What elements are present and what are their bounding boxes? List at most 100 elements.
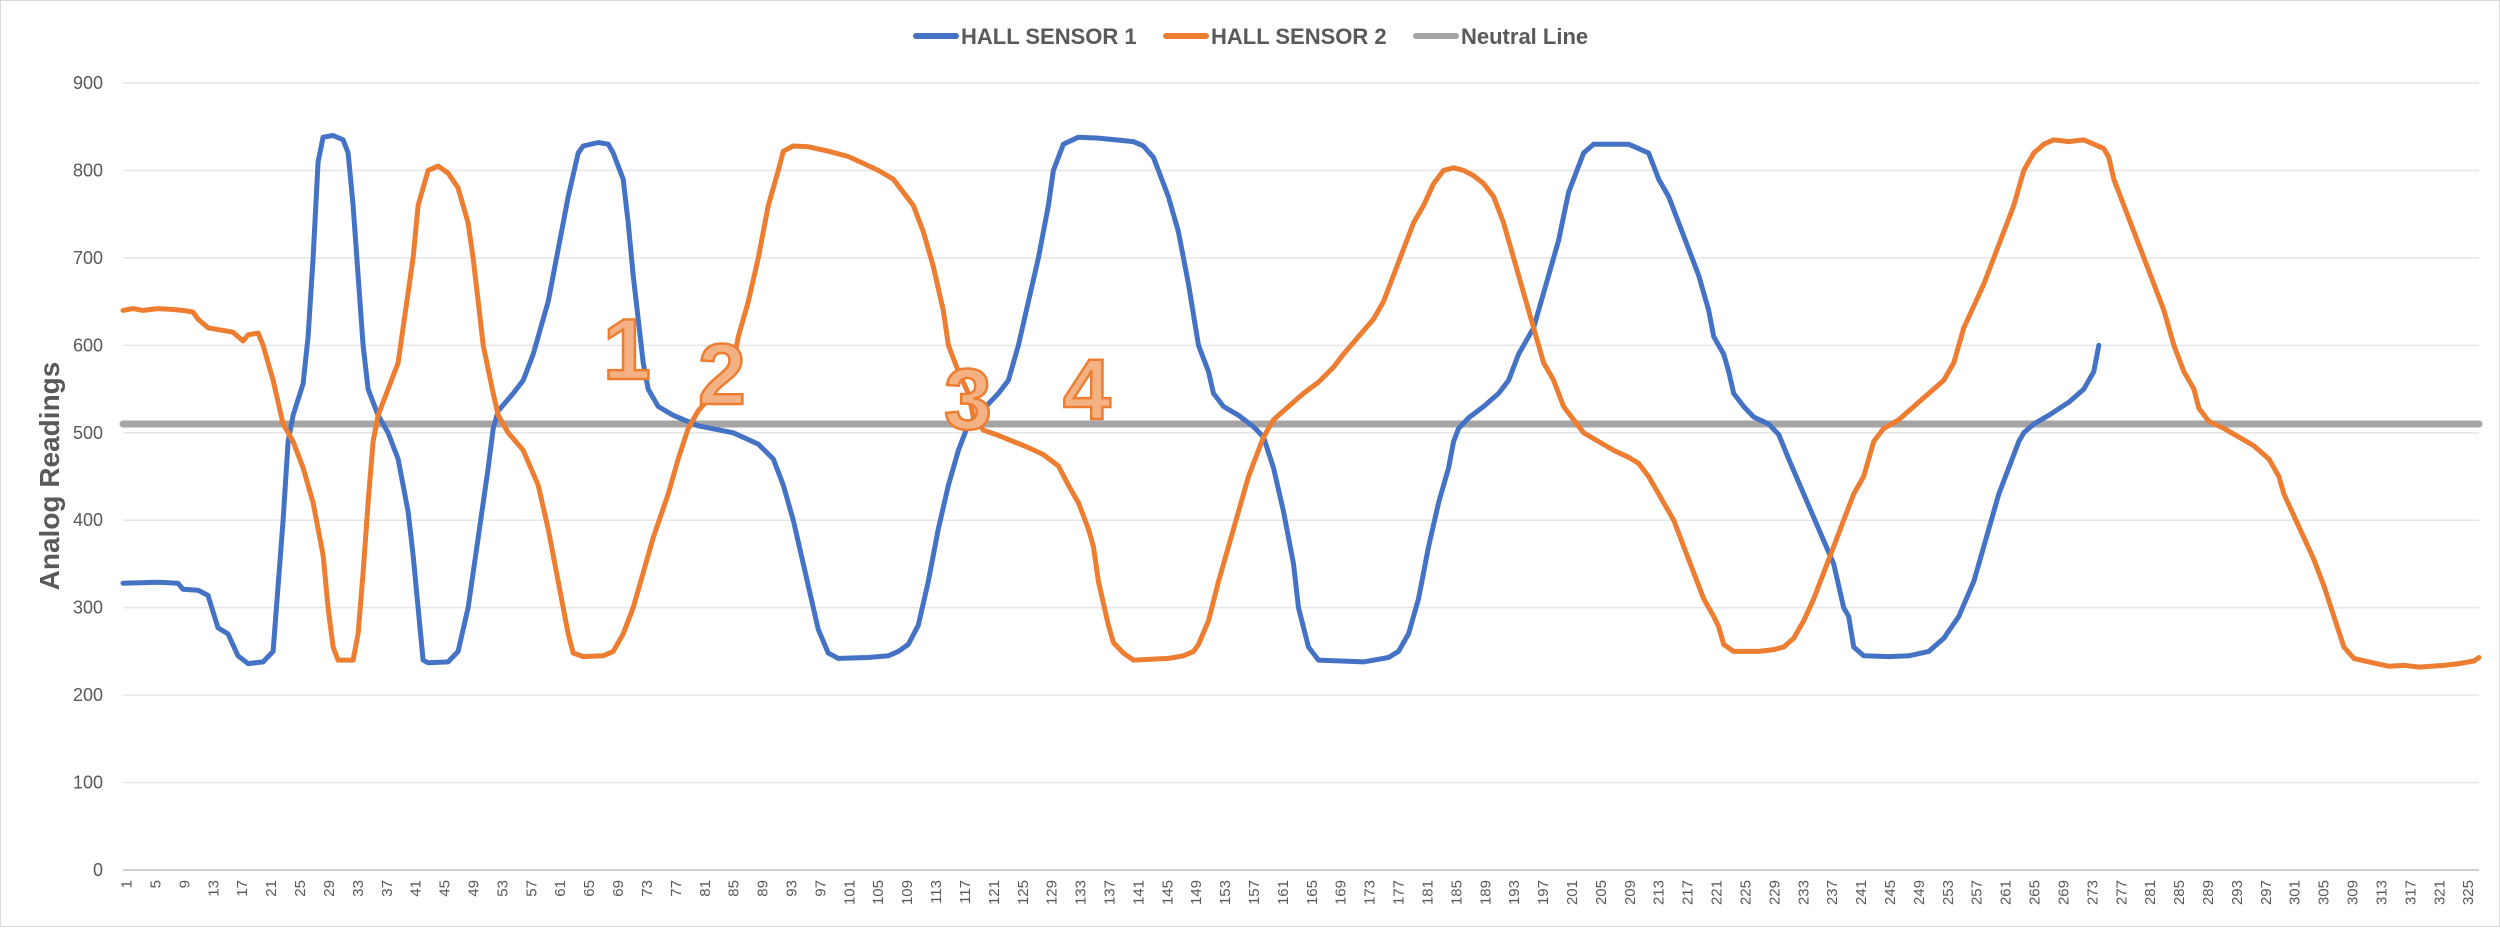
x-tick-label: 317 xyxy=(2402,880,2419,905)
x-tick-label: 145 xyxy=(1159,880,1176,905)
x-tick-label: 13 xyxy=(205,880,222,897)
x-tick-label: 165 xyxy=(1304,880,1321,905)
x-tick-label: 241 xyxy=(1853,880,1870,905)
x-tick-label: 85 xyxy=(726,880,743,897)
x-tick-label: 97 xyxy=(812,880,829,897)
x-tick-label: 249 xyxy=(1911,880,1928,905)
x-tick-label: 29 xyxy=(321,880,338,897)
y-tick-label: 100 xyxy=(73,773,103,793)
x-tick-label: 101 xyxy=(841,880,858,905)
x-tick-label: 177 xyxy=(1391,880,1408,905)
x-tick-label: 289 xyxy=(2200,880,2217,905)
x-tick-label: 173 xyxy=(1362,880,1379,905)
x-tick-label: 41 xyxy=(408,880,425,897)
x-tick-label: 197 xyxy=(1535,880,1552,905)
x-tick-label: 253 xyxy=(1940,880,1957,905)
y-axis-label: Analog Readings xyxy=(34,362,65,591)
x-tick-label: 277 xyxy=(2113,880,2130,905)
legend-item-neutral-line: Neutral Line xyxy=(1413,24,1588,49)
legend-label-hall-sensor-1: HALL SENSOR 1 xyxy=(961,24,1137,49)
y-tick-label: 500 xyxy=(73,423,103,443)
x-tick-label: 281 xyxy=(2142,880,2159,905)
x-tick-label: 57 xyxy=(523,880,540,897)
x-tick-label: 217 xyxy=(1680,880,1697,905)
x-axis-ticks: 1 5 9 13 17 21 25 29 33 37 41 45 49 53 57 61 65 69 73 77 81 8… xyxy=(119,880,2478,905)
x-tick-label: 305 xyxy=(2316,880,2333,905)
series-line-hall-sensor-1 xyxy=(120,133,2102,667)
x-tick-label: 61 xyxy=(552,880,569,897)
x-tick-label: 89 xyxy=(755,880,772,897)
x-tick-label: 181 xyxy=(1419,880,1436,905)
y-axis-ticks: 0 100 200 300 400 500 600 700 800 900 xyxy=(73,73,103,880)
y-tick-label: 800 xyxy=(73,160,103,180)
x-tick-label: 257 xyxy=(1969,880,1986,905)
x-tick-label: 229 xyxy=(1766,880,1783,905)
x-tick-label: 233 xyxy=(1795,880,1812,905)
x-tick-label: 153 xyxy=(1217,880,1234,905)
series-line-hall-sensor-2 xyxy=(120,137,2482,670)
x-tick-label: 81 xyxy=(697,880,714,897)
x-tick-label: 273 xyxy=(2084,880,2101,905)
x-tick-label: 161 xyxy=(1275,880,1292,905)
series-lines xyxy=(119,133,2483,670)
x-tick-label: 17 xyxy=(234,880,251,897)
y-tick-label: 400 xyxy=(73,510,103,530)
x-tick-label: 21 xyxy=(263,880,280,897)
x-tick-label: 225 xyxy=(1737,880,1754,905)
x-tick-label: 149 xyxy=(1188,880,1205,905)
y-tick-label: 300 xyxy=(73,598,103,618)
gridlines xyxy=(123,82,2479,871)
annotation-1: 1 xyxy=(603,302,651,398)
annotation-2: 2 xyxy=(698,327,746,423)
x-tick-label: 141 xyxy=(1130,880,1147,905)
x-tick-label: 261 xyxy=(1998,880,2015,905)
x-tick-label: 157 xyxy=(1246,880,1263,905)
x-tick-label: 205 xyxy=(1593,880,1610,905)
x-tick-label: 113 xyxy=(928,880,945,904)
phase-annotations: 1 2 3 4 xyxy=(602,301,1113,450)
y-tick-label: 200 xyxy=(73,685,103,705)
x-tick-label: 293 xyxy=(2229,880,2246,905)
x-tick-label: 265 xyxy=(2027,880,2044,905)
x-tick-label: 297 xyxy=(2258,880,2275,905)
x-tick-label: 129 xyxy=(1044,880,1061,905)
x-tick-label: 285 xyxy=(2171,880,2188,905)
legend-item-hall-sensor-1: HALL SENSOR 1 xyxy=(913,24,1137,49)
x-tick-label: 1 xyxy=(119,880,136,888)
x-tick-label: 209 xyxy=(1622,880,1639,905)
legend: HALL SENSOR 1 HALL SENSOR 2 Neutral Line xyxy=(913,24,1588,49)
x-tick-label: 321 xyxy=(2431,880,2448,905)
x-tick-label: 301 xyxy=(2287,880,2304,905)
x-tick-label: 137 xyxy=(1101,880,1118,905)
x-tick-label: 77 xyxy=(668,880,685,897)
x-tick-label: 69 xyxy=(610,880,627,897)
x-tick-label: 201 xyxy=(1564,880,1581,905)
x-tick-label: 245 xyxy=(1882,880,1899,905)
x-tick-label: 65 xyxy=(581,880,598,897)
x-tick-label: 109 xyxy=(899,880,916,905)
y-tick-label: 600 xyxy=(73,335,103,355)
x-tick-label: 33 xyxy=(350,880,367,897)
x-tick-label: 309 xyxy=(2345,880,2362,905)
x-tick-label: 9 xyxy=(176,880,193,888)
y-tick-label: 900 xyxy=(73,73,103,93)
x-tick-label: 325 xyxy=(2460,880,2477,905)
x-tick-label: 105 xyxy=(870,880,887,905)
y-tick-label: 700 xyxy=(73,248,103,268)
y-tick-label: 0 xyxy=(93,860,103,880)
x-tick-label: 221 xyxy=(1709,880,1726,905)
x-tick-label: 269 xyxy=(2055,880,2072,905)
x-tick-label: 185 xyxy=(1448,880,1465,905)
x-tick-label: 125 xyxy=(1015,880,1032,905)
legend-label-neutral-line: Neutral Line xyxy=(1461,24,1588,49)
x-tick-label: 93 xyxy=(783,880,800,897)
x-tick-label: 313 xyxy=(2373,880,2390,905)
x-tick-label: 117 xyxy=(957,880,974,904)
x-tick-label: 53 xyxy=(494,880,511,897)
x-tick-label: 73 xyxy=(639,880,656,897)
x-tick-label: 193 xyxy=(1506,880,1523,905)
x-tick-label: 189 xyxy=(1477,880,1494,905)
x-tick-label: 49 xyxy=(466,880,483,897)
annotation-3: 3 xyxy=(944,352,992,448)
